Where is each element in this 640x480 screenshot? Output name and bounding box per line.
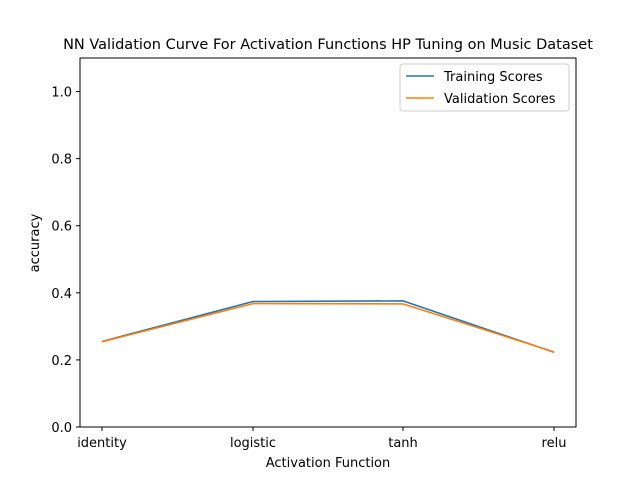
axes: identity logistic tanh relu 0.0 0.2 0.4 0.6 0.8 1… [51,86,566,451]
y-tick-label: 0.6 [51,220,72,235]
x-tick-label: tanh [388,436,418,451]
legend-entry: Validation Scores [444,92,556,107]
x-tick-label: identity [77,436,127,451]
plot-frame [79,57,577,428]
series-line-0 [101,300,555,353]
x-axis-label: Activation Function [266,456,391,471]
legend: Training Scores Validation Scores [399,63,570,112]
legend-entry: Training Scores [443,70,543,85]
y-tick-label: 1.0 [51,86,72,101]
y-axis-label: accuracy [28,213,43,272]
chart-title: NN Validation Curve For Activation Funct… [63,37,593,53]
series-line-1 [101,302,555,353]
y-tick-label: 0.0 [51,421,72,436]
plot-area [80,58,576,427]
y-tick-label: 0.8 [51,153,72,168]
x-tick-label: relu [542,436,567,451]
legend-box [399,63,570,112]
y-tick-label: 0.4 [51,287,72,302]
chart-marks [101,300,555,353]
y-tick-label: 0.2 [51,354,72,369]
x-tick-label: logistic [230,436,276,451]
